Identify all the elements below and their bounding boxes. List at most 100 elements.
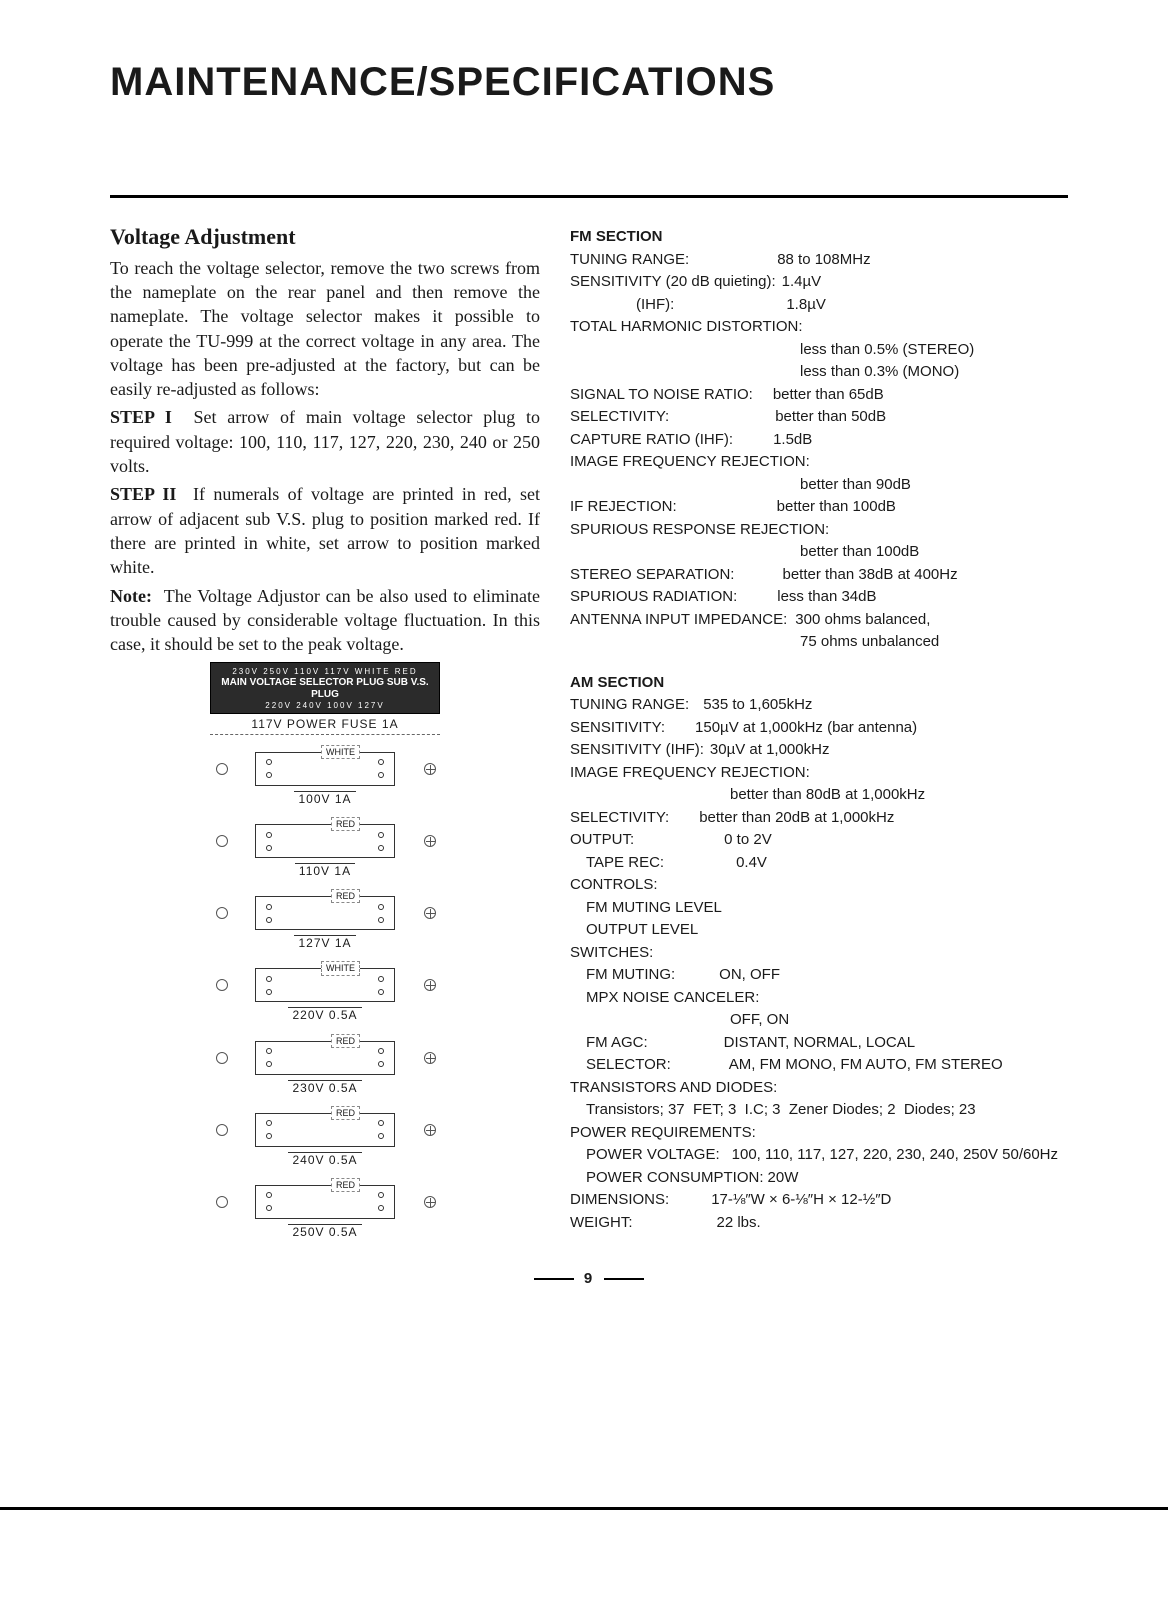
voltage-caption: 240V 0.5A — [210, 1152, 440, 1168]
spec-row: FM AGC:DISTANT, NORMAL, LOCAL — [570, 1032, 1068, 1055]
color-tag: RED — [331, 1106, 360, 1120]
general-spec-list: OUTPUT:0 to 2VTAPE REC:0.4VCONTROLS:FM M… — [570, 829, 1068, 1234]
spec-key: TRANSISTORS AND DIODES: — [570, 1077, 777, 1100]
spec-row: POWER CONSUMPTION:20W — [570, 1167, 1068, 1190]
screw-icon — [424, 763, 436, 775]
voltage-caption: 127V 1A — [210, 935, 440, 951]
spec-row: SWITCHES: — [570, 942, 1068, 965]
color-tag: WHITE — [321, 961, 360, 975]
spec-value: 20W — [764, 1167, 799, 1190]
spec-row: less than 0.5% (STEREO) — [570, 339, 1068, 362]
screw-icon — [216, 907, 228, 919]
screw-icon — [216, 763, 228, 775]
screw-icon — [424, 979, 436, 991]
voltage-diagram-item: WHITE100V 1A — [210, 749, 440, 807]
voltage-caption: 230V 0.5A — [210, 1080, 440, 1096]
spec-value — [722, 897, 730, 920]
spec-value: 22 lbs. — [633, 1212, 761, 1235]
voltage-plate: 230V 250V 110V 117V WHITE RED MAIN VOLTA… — [210, 662, 440, 713]
spec-value — [756, 1122, 764, 1145]
spec-row: IMAGE FREQUENCY REJECTION: — [570, 762, 1068, 785]
spec-value: 150µV at 1,000kHz (bar antenna) — [665, 717, 917, 740]
spec-row: POWER REQUIREMENTS: — [570, 1122, 1068, 1145]
screw-icon — [424, 1124, 436, 1136]
spec-key: OUTPUT: — [570, 829, 634, 852]
spec-row: TRANSISTORS AND DIODES: — [570, 1077, 1068, 1100]
plug-rect: RED — [255, 1113, 395, 1147]
spec-value — [658, 874, 666, 897]
screw-icon — [216, 1196, 228, 1208]
spec-value: AM, FM MONO, FM AUTO, FM STEREO — [671, 1054, 1003, 1077]
plate-row-1: 230V 250V 110V 117V WHITE RED — [215, 667, 435, 677]
plug-box: RED — [210, 893, 440, 933]
spec-key: WEIGHT: — [570, 1212, 633, 1235]
spec-value: ON, OFF — [675, 964, 780, 987]
color-tag: RED — [331, 889, 360, 903]
note-paragraph: Note: The Voltage Adjustor can be also u… — [110, 584, 540, 657]
spec-row: TOTAL HARMONIC DISTORTION: — [570, 316, 1068, 339]
spec-value — [653, 942, 661, 965]
step-2: STEP II If numerals of voltage are print… — [110, 482, 540, 579]
spec-row: STEREO SEPARATION:better than 38dB at 40… — [570, 564, 1068, 587]
screw-icon — [424, 907, 436, 919]
spec-value: 100, 110, 117, 127, 220, 230, 240, 250V … — [720, 1144, 1058, 1167]
spec-row: better than 100dB — [570, 541, 1068, 564]
fm-section-heading: FM SECTION — [570, 226, 1068, 249]
spec-key: ANTENNA INPUT IMPEDANCE: — [570, 609, 787, 632]
plug-rect: RED — [255, 1041, 395, 1075]
spec-row: SELECTIVITY:better than 50dB — [570, 406, 1068, 429]
voltage-caption: 220V 0.5A — [210, 1007, 440, 1023]
spec-row: SENSITIVITY (IHF):30µV at 1,000kHz — [570, 739, 1068, 762]
step-2-label: STEP II — [110, 484, 176, 504]
page: MAINTENANCE/SPECIFICATIONS Voltage Adjus… — [0, 0, 1168, 1600]
plug-box: RED — [210, 1110, 440, 1150]
spec-key: MPX NOISE CANCELER: — [586, 987, 759, 1010]
spec-row: SELECTOR:AM, FM MONO, FM AUTO, FM STEREO — [570, 1054, 1068, 1077]
color-tag: RED — [331, 817, 360, 831]
horizontal-rule-top — [110, 195, 1068, 198]
spec-row: POWER VOLTAGE:100, 110, 117, 127, 220, 2… — [570, 1144, 1068, 1167]
spec-key: IMAGE FREQUENCY REJECTION: — [570, 762, 810, 785]
color-tag: RED — [331, 1034, 360, 1048]
spec-value: 0.4V — [664, 852, 767, 875]
spec-row: MPX NOISE CANCELER: — [570, 987, 1068, 1010]
spec-value — [829, 519, 837, 542]
color-tag: WHITE — [321, 745, 360, 759]
spec-row: SIGNAL TO NOISE RATIO:better than 65dB — [570, 384, 1068, 407]
spec-row: 75 ohms unbalanced — [570, 631, 1068, 654]
voltage-caption: 110V 1A — [210, 863, 440, 879]
spec-row: TUNING RANGE:535 to 1,605kHz — [570, 694, 1068, 717]
voltage-diagram-item: RED250V 0.5A — [210, 1182, 440, 1240]
spec-row: FM MUTING:ON, OFF — [570, 964, 1068, 987]
step-1: STEP I Set arrow of main voltage selecto… — [110, 405, 540, 478]
spec-value: better than 65dB — [753, 384, 884, 407]
plug-rect: WHITE — [255, 752, 395, 786]
right-column: FM SECTION TUNING RANGE:88 to 108MHzSENS… — [570, 222, 1068, 1240]
plate-row-3: 220V 240V 100V 127V — [215, 701, 435, 711]
am-section-heading: AM SECTION — [570, 672, 1068, 695]
spec-key: POWER CONSUMPTION: — [586, 1167, 764, 1190]
spec-key: FM MUTING LEVEL — [586, 897, 722, 920]
spec-row: less than 0.3% (MONO) — [570, 361, 1068, 384]
spec-key: CONTROLS: — [570, 874, 658, 897]
page-title: MAINTENANCE/SPECIFICATIONS — [110, 60, 1068, 105]
spec-row: SENSITIVITY:150µV at 1,000kHz (bar anten… — [570, 717, 1068, 740]
spec-row: FM MUTING LEVEL — [570, 897, 1068, 920]
spec-key: SELECTIVITY: — [570, 807, 669, 830]
spec-key: TUNING RANGE: — [570, 694, 689, 717]
spec-value: 30µV at 1,000kHz — [704, 739, 830, 762]
spec-value — [810, 451, 818, 474]
spec-value: 1.8µV — [674, 294, 826, 317]
screw-icon — [424, 1196, 436, 1208]
note-text: The Voltage Adjustor can be also used to… — [110, 586, 540, 655]
fm-spec-list: TUNING RANGE:88 to 108MHzSENSITIVITY (20… — [570, 249, 1068, 654]
plug-box: WHITE — [210, 965, 440, 1005]
spec-key: FM AGC: — [586, 1032, 648, 1055]
spec-row: better than 90dB — [570, 474, 1068, 497]
color-tag: RED — [331, 1178, 360, 1192]
spec-key: IF REJECTION: — [570, 496, 677, 519]
spec-key: DIMENSIONS: — [570, 1189, 669, 1212]
step-1-label: STEP I — [110, 407, 172, 427]
spec-key: OUTPUT LEVEL — [586, 919, 698, 942]
note-label: Note: — [110, 586, 152, 606]
